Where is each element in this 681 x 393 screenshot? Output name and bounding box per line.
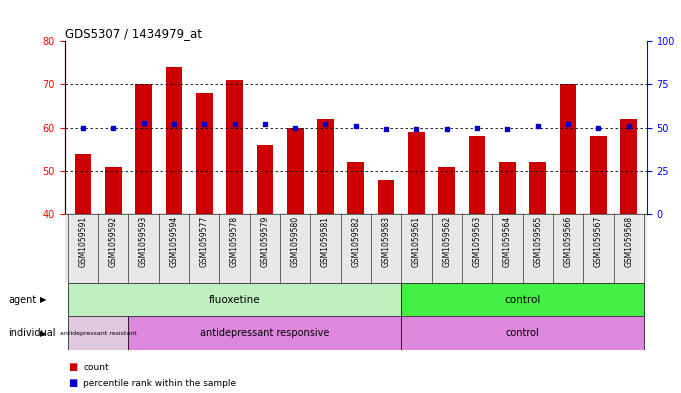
Text: control: control — [506, 328, 539, 338]
Bar — [590, 136, 607, 214]
Bar — [401, 283, 644, 316]
Bar — [401, 316, 644, 350]
Bar — [226, 80, 243, 214]
Text: GSM1059592: GSM1059592 — [109, 216, 118, 267]
Text: fluoxetine: fluoxetine — [208, 295, 260, 305]
Text: GSM1059577: GSM1059577 — [200, 216, 208, 268]
Text: GSM1059567: GSM1059567 — [594, 216, 603, 268]
Text: control: control — [505, 295, 541, 305]
Bar — [408, 132, 425, 214]
Bar — [287, 128, 304, 214]
Bar — [129, 316, 401, 350]
Text: antidepressant responsive: antidepressant responsive — [200, 328, 330, 338]
Bar — [165, 67, 183, 214]
Text: GSM1059565: GSM1059565 — [533, 216, 542, 268]
Bar — [136, 84, 152, 214]
Text: GDS5307 / 1434979_at: GDS5307 / 1434979_at — [65, 27, 202, 40]
Bar — [529, 162, 546, 214]
Text: percentile rank within the sample: percentile rank within the sample — [83, 379, 236, 387]
Bar — [347, 162, 364, 214]
Text: GSM1059594: GSM1059594 — [170, 216, 178, 268]
Text: count: count — [83, 363, 109, 372]
Bar — [560, 84, 576, 214]
Bar — [196, 93, 212, 214]
Text: GSM1059568: GSM1059568 — [624, 216, 633, 267]
Bar — [74, 154, 91, 214]
Text: ▶: ▶ — [39, 295, 46, 304]
Bar — [620, 119, 637, 214]
Text: ■: ■ — [68, 378, 78, 388]
Text: GSM1059583: GSM1059583 — [381, 216, 391, 267]
Text: GSM1059582: GSM1059582 — [351, 216, 360, 267]
Bar — [257, 145, 273, 214]
Bar — [67, 316, 129, 350]
Text: GSM1059593: GSM1059593 — [139, 216, 148, 268]
Bar — [439, 167, 455, 214]
Text: individual: individual — [8, 328, 56, 338]
Text: ■: ■ — [68, 362, 78, 373]
Text: GSM1059591: GSM1059591 — [78, 216, 87, 267]
Bar — [499, 162, 516, 214]
Text: GSM1059563: GSM1059563 — [473, 216, 481, 268]
Bar — [105, 167, 121, 214]
Text: ▶: ▶ — [39, 329, 46, 338]
Text: GSM1059580: GSM1059580 — [291, 216, 300, 267]
Text: antidepressant resistant: antidepressant resistant — [60, 331, 136, 336]
Text: GSM1059566: GSM1059566 — [564, 216, 573, 268]
Text: GSM1059561: GSM1059561 — [412, 216, 421, 267]
Text: GSM1059579: GSM1059579 — [260, 216, 270, 268]
Bar — [469, 136, 486, 214]
Text: GSM1059562: GSM1059562 — [442, 216, 452, 267]
Text: agent: agent — [8, 295, 36, 305]
Bar — [317, 119, 334, 214]
Text: GSM1059578: GSM1059578 — [230, 216, 239, 267]
Text: GSM1059564: GSM1059564 — [503, 216, 512, 268]
Text: GSM1059581: GSM1059581 — [321, 216, 330, 267]
Bar — [67, 283, 401, 316]
Bar — [378, 180, 394, 214]
